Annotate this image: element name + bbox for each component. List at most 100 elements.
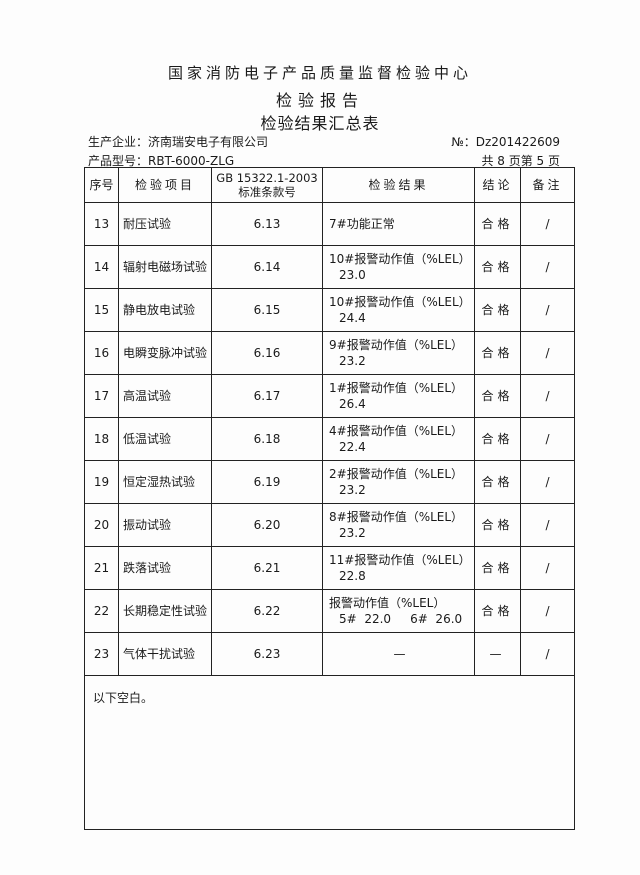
- row-item: 静电放电试验: [118, 288, 212, 332]
- table-row: 18 低温试验 6.18 4#报警动作值（%LEL） 22.4 合格 /: [84, 417, 575, 461]
- result-text: —: [393, 647, 406, 661]
- row-no: 16: [84, 331, 119, 375]
- row-no: 20: [84, 503, 119, 547]
- row-clause: 6.20: [211, 503, 323, 547]
- row-result: 10#报警动作值（%LEL） 24.4: [322, 288, 475, 332]
- row-conclusion: 合格: [474, 374, 521, 418]
- model-label: 产品型号：: [88, 154, 149, 168]
- table-header: 序号 检验项目 GB 15322.1-2003 标准条款号 检验结果 结论 备注: [84, 167, 575, 203]
- org-name: 国家消防电子产品质量监督检验中心: [167, 64, 472, 82]
- row-conclusion: 合格: [474, 546, 521, 590]
- row-note: /: [520, 460, 575, 504]
- table-row: 14 辐射电磁场试验 6.14 10#报警动作值（%LEL） 23.0 合格 /: [84, 245, 575, 289]
- table-row: 23 气体干扰试验 6.23 — — /: [84, 632, 575, 676]
- row-result: 9#报警动作值（%LEL） 23.2: [322, 331, 475, 375]
- row-clause: 6.18: [211, 417, 323, 461]
- row-no: 22: [84, 589, 119, 633]
- row-conclusion: 合格: [474, 245, 521, 289]
- row-conclusion: 合格: [474, 503, 521, 547]
- row-item: 跌落试验: [118, 546, 212, 590]
- row-result: 10#报警动作值（%LEL） 23.0: [322, 245, 475, 289]
- table-row: 22 长期稳定性试验 6.22 报警动作值（%LEL） 5# 22.0 6# 26…: [84, 589, 575, 633]
- row-no: 19: [84, 460, 119, 504]
- row-clause: 6.14: [211, 245, 323, 289]
- table-row: 15 静电放电试验 6.15 10#报警动作值（%LEL） 24.4 合格 /: [84, 288, 575, 332]
- result-text: 9#报警动作值（%LEL）: [329, 338, 464, 352]
- result-value: 22.8: [339, 569, 366, 583]
- col-clause: GB 15322.1-2003 标准条款号: [211, 167, 323, 203]
- row-result: 4#报警动作值（%LEL） 22.4: [322, 417, 475, 461]
- row-note: /: [520, 417, 575, 461]
- result-value: 26.4: [339, 397, 366, 411]
- row-note: /: [520, 331, 575, 375]
- row-note: /: [520, 546, 575, 590]
- result-text: 1#报警动作值（%LEL）: [329, 381, 464, 395]
- row-conclusion: —: [474, 632, 521, 676]
- row-result: 报警动作值（%LEL） 5# 22.0 6# 26.0: [322, 589, 475, 633]
- row-no: 13: [84, 202, 119, 246]
- row-no: 18: [84, 417, 119, 461]
- row-clause: 6.15: [211, 288, 323, 332]
- row-no: 17: [84, 374, 119, 418]
- row-clause: 6.21: [211, 546, 323, 590]
- row-clause: 6.17: [211, 374, 323, 418]
- row-item: 电瞬变脉冲试验: [118, 331, 212, 375]
- row-conclusion: 合格: [474, 460, 521, 504]
- row-conclusion: 合格: [474, 331, 521, 375]
- result-text: 7#功能正常: [329, 217, 395, 231]
- result-text: 报警动作值（%LEL）: [329, 596, 446, 610]
- row-item: 辐射电磁场试验: [118, 245, 212, 289]
- table-row: 13 耐压试验 6.13 7#功能正常 合格 /: [84, 202, 575, 246]
- company-label: 生产企业：: [88, 135, 149, 149]
- col-result: 检验结果: [322, 167, 475, 203]
- result-value: 23.2: [339, 526, 366, 540]
- row-result: 7#功能正常: [322, 202, 475, 246]
- report-subtitle: 检验结果汇总表: [260, 114, 380, 133]
- row-no: 21: [84, 546, 119, 590]
- row-conclusion: 合格: [474, 417, 521, 461]
- result-text: 4#报警动作值（%LEL）: [329, 424, 464, 438]
- col-conclusion: 结论: [474, 167, 521, 203]
- row-result: —: [322, 632, 475, 676]
- result-value: 22.4: [339, 440, 366, 454]
- row-result: 8#报警动作值（%LEL） 23.2: [322, 503, 475, 547]
- report-title: 检验报告: [275, 91, 364, 110]
- table-row: 17 高温试验 6.17 1#报警动作值（%LEL） 26.4 合格 /: [84, 374, 575, 418]
- model-line: 产品型号：RBT-6000-ZLG: [88, 152, 234, 169]
- col-note: 备注: [520, 167, 575, 203]
- row-note: /: [520, 245, 575, 289]
- company-name: 济南瑞安电子有限公司: [148, 135, 269, 149]
- table-row: 16 电瞬变脉冲试验 6.16 9#报警动作值（%LEL） 23.2 合格 /: [84, 331, 575, 375]
- result-value: 24.4: [339, 311, 366, 325]
- row-item: 振动试验: [118, 503, 212, 547]
- table-row: 21 跌落试验 6.21 11#报警动作值（%LEL） 22.8 合格 /: [84, 546, 575, 590]
- row-result: 1#报警动作值（%LEL） 26.4: [322, 374, 475, 418]
- col-item: 检验项目: [118, 167, 212, 203]
- result-value: 23.2: [339, 354, 366, 368]
- page-info: 共 8 页第 5 页: [481, 154, 560, 168]
- row-item: 长期稳定性试验: [118, 589, 212, 633]
- row-note: /: [520, 589, 575, 633]
- row-no: 23: [84, 632, 119, 676]
- row-note: /: [520, 632, 575, 676]
- row-clause: 6.13: [211, 202, 323, 246]
- row-note: /: [520, 288, 575, 332]
- row-conclusion: 合格: [474, 202, 521, 246]
- report-number: №：Dz201422609: [451, 135, 560, 149]
- row-conclusion: 合格: [474, 288, 521, 332]
- model-value: RBT-6000-ZLG: [148, 154, 235, 168]
- row-clause: 6.19: [211, 460, 323, 504]
- row-item: 低温试验: [118, 417, 212, 461]
- table-row: 20 振动试验 6.20 8#报警动作值（%LEL） 23.2 合格 /: [84, 503, 575, 547]
- row-item: 气体干扰试验: [118, 632, 212, 676]
- row-clause: 6.16: [211, 331, 323, 375]
- result-value: 23.0: [339, 268, 366, 282]
- result-text: 8#报警动作值（%LEL）: [329, 510, 464, 524]
- table-row: 19 恒定湿热试验 6.19 2#报警动作值（%LEL） 23.2 合格 /: [84, 460, 575, 504]
- result-text: 2#报警动作值（%LEL）: [329, 467, 464, 481]
- row-no: 14: [84, 245, 119, 289]
- col-no: 序号: [84, 167, 119, 203]
- results-table: 序号 检验项目 GB 15322.1-2003 标准条款号 检验结果 结论 备注…: [84, 167, 575, 830]
- row-clause: 6.23: [211, 632, 323, 676]
- result-text: 10#报警动作值（%LEL）: [329, 252, 471, 266]
